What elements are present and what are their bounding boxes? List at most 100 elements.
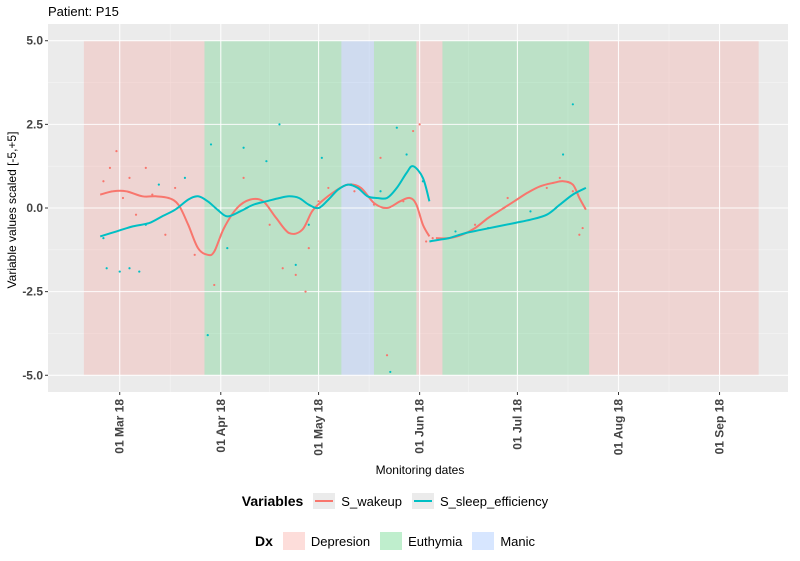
data-point-s-sleep-efficiency	[206, 334, 209, 337]
legend-item-depresion: Depresion	[282, 532, 371, 550]
data-point-s-wakeup	[193, 253, 196, 256]
x-axis: 01 Mar 18 01 Apr 18 01 May 18 01 Jun 18 01 J…	[113, 392, 727, 456]
x-tick-label: 01 Apr 18	[214, 399, 228, 453]
y-tick-label: -5.0	[22, 368, 43, 382]
x-tick-label: 01 Aug 18	[611, 399, 625, 456]
data-point-s-sleep-efficiency	[105, 267, 108, 270]
data-point-s-wakeup	[134, 213, 138, 216]
data-point-s-wakeup	[242, 176, 245, 179]
variables-legend-title: Variables	[241, 493, 304, 509]
data-point-s-sleep-efficiency	[265, 160, 268, 163]
legend-label: Manic	[500, 533, 536, 549]
legend-item-s-sleep-efficiency: S_sleep_efficiency	[412, 493, 548, 509]
data-point-s-sleep-efficiency	[294, 263, 297, 266]
euthymia-key	[380, 532, 403, 550]
major-grid	[48, 24, 788, 392]
data-point-s-sleep-efficiency	[157, 183, 160, 186]
x-tick-label: 01 May 18	[312, 399, 326, 456]
depresion-key	[282, 532, 305, 550]
data-point-s-sleep-efficiency	[183, 176, 187, 179]
data-point-s-sleep-efficiency	[209, 143, 213, 146]
x-tick-label: 01 Mar 18	[113, 399, 127, 454]
manic-key	[472, 532, 495, 550]
x-axis-label: Monitoring dates	[376, 463, 465, 477]
legend-item-manic: Manic	[472, 532, 535, 550]
data-point-s-wakeup	[144, 166, 147, 169]
y-axis: -5.0 -2.5 0.0 2.5 5.0	[22, 34, 48, 382]
x-tick-label: 01 Sep 18	[713, 399, 727, 455]
data-point-s-wakeup	[412, 129, 415, 133]
data-point-s-sleep-efficiency	[454, 230, 457, 233]
y-tick-label: 2.5	[26, 117, 43, 131]
y-tick-label: -2.5	[22, 285, 43, 299]
data-point-s-wakeup	[317, 200, 320, 203]
legend-label: S_wakeup	[341, 493, 403, 509]
chart-title: Patient: P15	[48, 4, 119, 19]
legend-label: Euthymia	[408, 533, 463, 549]
data-point-s-wakeup	[473, 223, 477, 226]
data-point-s-sleep-efficiency	[118, 270, 121, 273]
data-point-s-sleep-efficiency	[405, 153, 408, 156]
data-point-s-wakeup	[353, 190, 356, 193]
legend-item-s-wakeup: S_wakeup	[313, 493, 402, 509]
data-point-s-wakeup	[571, 190, 574, 193]
data-point-s-sleep-efficiency	[320, 156, 323, 159]
legend-label: Depresion	[310, 533, 371, 549]
data-point-s-sleep-efficiency	[307, 223, 310, 226]
data-point-s-sleep-efficiency	[278, 123, 281, 126]
data-point-s-wakeup	[164, 233, 167, 236]
data-point-s-wakeup	[379, 156, 382, 159]
data-point-s-wakeup	[121, 196, 125, 200]
data-point-s-wakeup	[558, 176, 561, 179]
data-point-s-sleep-efficiency	[379, 190, 382, 193]
data-point-s-wakeup	[307, 247, 310, 250]
legends: Variables S_wakeup S_sleep_efficiency Dx…	[0, 488, 800, 554]
data-point-s-wakeup	[431, 237, 434, 240]
data-point-s-wakeup	[281, 267, 284, 270]
s-wakeup-key	[313, 493, 336, 509]
data-point-s-wakeup	[304, 290, 307, 293]
y-axis-label: Variable values scaled [-5,+5]	[5, 132, 19, 289]
legend-item-euthymia: Euthymia	[380, 532, 462, 550]
x-tick-label: 01 Jul 18	[510, 399, 524, 450]
data-point-s-wakeup	[425, 240, 428, 243]
data-point-s-sleep-efficiency	[226, 247, 229, 250]
legend-label: S_sleep_efficiency	[440, 493, 549, 509]
data-point-s-wakeup	[151, 193, 154, 196]
data-point-s-sleep-efficiency	[395, 126, 398, 129]
y-tick-label: 0.0	[26, 201, 43, 215]
series-layer	[99, 103, 587, 374]
data-point-s-sleep-efficiency	[138, 270, 141, 273]
data-point-s-wakeup	[213, 283, 216, 287]
series-line-s-sleep-efficiency	[429, 187, 587, 243]
variables-legend: Variables S_wakeup S_sleep_efficiency	[0, 488, 800, 514]
data-point-s-sleep-efficiency	[102, 237, 105, 240]
data-point-s-wakeup	[327, 186, 330, 190]
data-point-s-wakeup	[108, 166, 112, 169]
data-point-s-wakeup	[294, 273, 297, 277]
series-line-s-wakeup	[99, 183, 431, 257]
s-sleep-efficiency-key	[412, 493, 435, 509]
data-point-s-wakeup	[506, 196, 509, 200]
data-point-s-wakeup	[128, 176, 131, 179]
data-point-s-wakeup	[174, 186, 177, 190]
data-point-s-wakeup	[581, 226, 584, 230]
data-point-s-sleep-efficiency	[561, 153, 565, 156]
dx-legend-title: Dx	[254, 533, 273, 549]
data-point-s-wakeup	[418, 123, 421, 126]
data-point-s-sleep-efficiency	[389, 370, 392, 374]
data-point-s-wakeup	[115, 150, 118, 153]
dx-legend: Dx Depresion Euthymia Manic	[0, 528, 800, 554]
data-point-s-wakeup	[268, 223, 271, 226]
series-line-s-sleep-efficiency	[99, 165, 431, 238]
data-point-s-sleep-efficiency	[529, 210, 532, 213]
data-point-s-sleep-efficiency	[128, 267, 131, 270]
data-point-s-wakeup	[385, 354, 389, 357]
x-tick-label: 01 Jun 18	[413, 399, 427, 454]
data-point-s-wakeup	[578, 233, 581, 236]
data-point-s-sleep-efficiency	[242, 146, 245, 149]
data-point-s-wakeup	[102, 180, 105, 183]
data-point-s-wakeup	[545, 186, 548, 190]
y-tick-label: 5.0	[26, 34, 43, 48]
